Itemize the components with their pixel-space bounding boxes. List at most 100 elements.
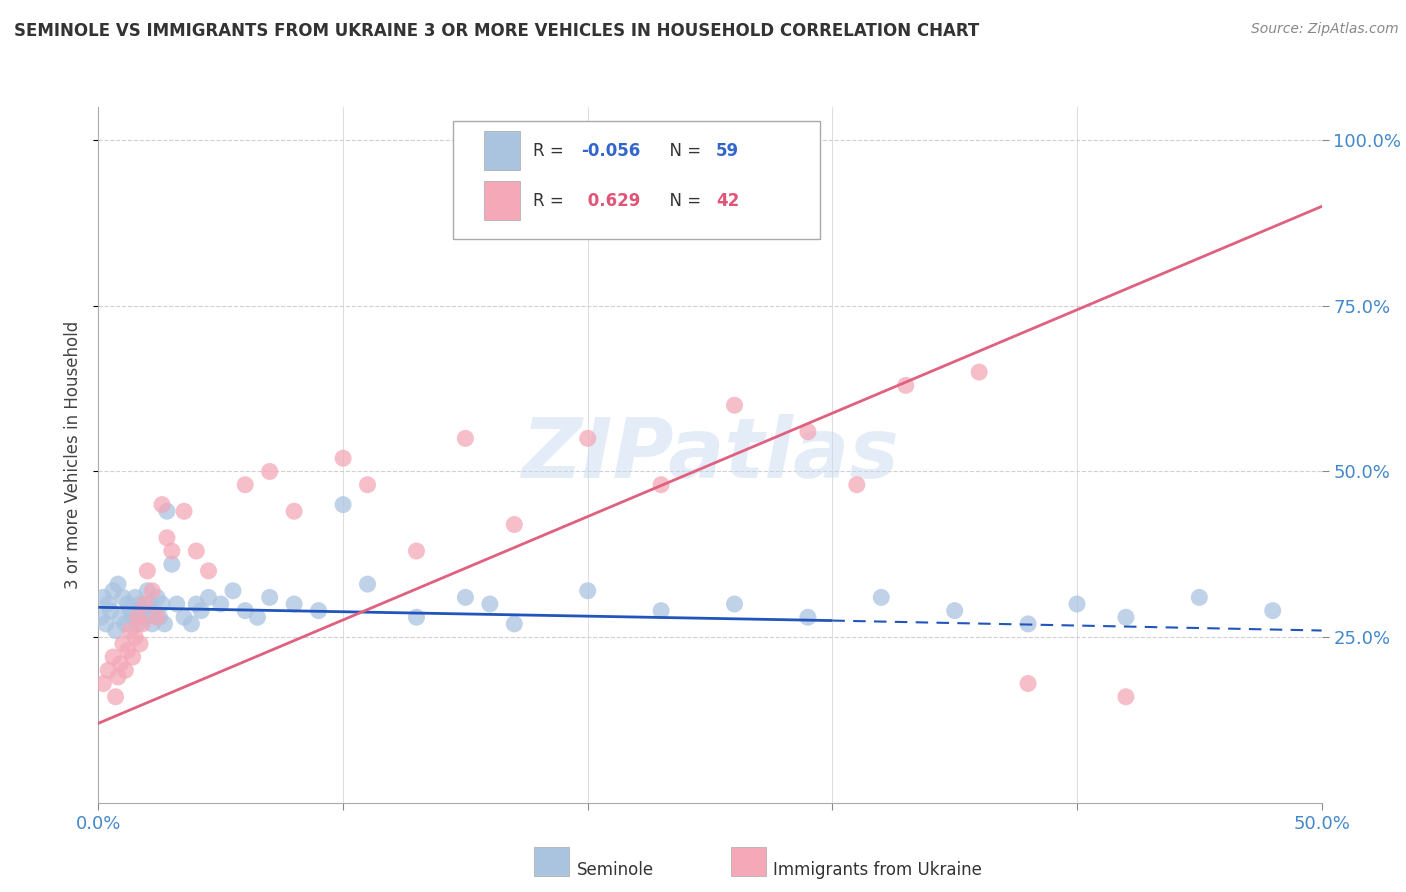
Point	[650, 604, 672, 618]
Point	[156, 504, 179, 518]
Point	[943, 604, 966, 618]
Y-axis label: 3 or more Vehicles in Household: 3 or more Vehicles in Household	[65, 321, 83, 589]
Point	[91, 676, 114, 690]
Point	[233, 604, 256, 618]
Text: N =: N =	[658, 142, 706, 160]
Point	[209, 597, 232, 611]
Point	[797, 425, 820, 439]
Point	[160, 558, 183, 572]
Point	[173, 610, 195, 624]
Point	[97, 597, 120, 611]
Point	[894, 378, 917, 392]
Text: Seminole: Seminole	[576, 861, 654, 879]
Point	[141, 583, 163, 598]
Point	[131, 604, 153, 618]
Point	[478, 597, 501, 611]
Point	[283, 504, 305, 518]
Point	[503, 616, 526, 631]
FancyBboxPatch shape	[484, 181, 520, 219]
Point	[503, 517, 526, 532]
Point	[139, 597, 162, 611]
Point	[124, 591, 146, 605]
Point	[156, 531, 179, 545]
Point	[845, 477, 868, 491]
Text: Source: ZipAtlas.com: Source: ZipAtlas.com	[1251, 22, 1399, 37]
Point	[723, 597, 745, 611]
Text: Immigrants from Ukraine: Immigrants from Ukraine	[773, 861, 983, 879]
Point	[166, 597, 188, 611]
Point	[129, 637, 152, 651]
FancyBboxPatch shape	[484, 131, 520, 169]
Point	[283, 597, 305, 611]
Point	[356, 477, 378, 491]
Point	[1115, 690, 1137, 704]
Point	[246, 610, 269, 624]
Point	[356, 577, 378, 591]
Text: R =: R =	[533, 142, 574, 160]
Point	[101, 583, 124, 598]
Point	[233, 477, 256, 491]
Point	[1017, 676, 1039, 690]
Point	[127, 610, 149, 624]
Point	[308, 604, 330, 618]
Point	[107, 577, 129, 591]
Point	[136, 583, 159, 598]
Point	[111, 591, 134, 605]
Point	[121, 610, 143, 624]
Point	[150, 597, 173, 611]
Point	[101, 650, 124, 665]
Point	[134, 597, 156, 611]
Point	[967, 365, 990, 379]
Point	[160, 544, 183, 558]
Point	[124, 630, 146, 644]
Point	[111, 637, 134, 651]
Point	[143, 604, 166, 618]
Point	[114, 663, 136, 677]
Point	[259, 591, 281, 605]
Point	[100, 604, 122, 618]
Point	[870, 591, 893, 605]
Point	[146, 591, 169, 605]
Point	[146, 610, 169, 624]
Point	[90, 610, 112, 624]
Point	[120, 624, 142, 638]
Text: R =: R =	[533, 192, 574, 210]
Point	[454, 591, 477, 605]
Point	[332, 451, 354, 466]
Point	[576, 431, 599, 445]
Point	[110, 657, 132, 671]
Point	[117, 643, 139, 657]
Point	[173, 504, 195, 518]
Point	[97, 663, 120, 677]
Point	[131, 616, 153, 631]
Point	[186, 544, 208, 558]
Point	[1115, 610, 1137, 624]
Point	[121, 650, 143, 665]
Point	[141, 616, 163, 631]
Point	[405, 544, 427, 558]
Point	[650, 477, 672, 491]
Point	[180, 616, 202, 631]
Point	[94, 616, 117, 631]
Point	[332, 498, 354, 512]
Point	[91, 591, 114, 605]
Point	[107, 670, 129, 684]
Point	[104, 690, 127, 704]
Point	[405, 610, 427, 624]
Point	[197, 564, 219, 578]
Point	[186, 597, 208, 611]
Point	[153, 616, 176, 631]
Point	[222, 583, 245, 598]
Point	[797, 610, 820, 624]
Point	[117, 597, 139, 611]
Point	[576, 583, 599, 598]
Text: ZIPatlas: ZIPatlas	[522, 415, 898, 495]
Point	[127, 616, 149, 631]
FancyBboxPatch shape	[453, 121, 820, 239]
Point	[134, 610, 156, 624]
Text: 42: 42	[716, 192, 740, 210]
Text: N =: N =	[658, 192, 706, 210]
Point	[1066, 597, 1088, 611]
Point	[454, 431, 477, 445]
Point	[150, 498, 173, 512]
